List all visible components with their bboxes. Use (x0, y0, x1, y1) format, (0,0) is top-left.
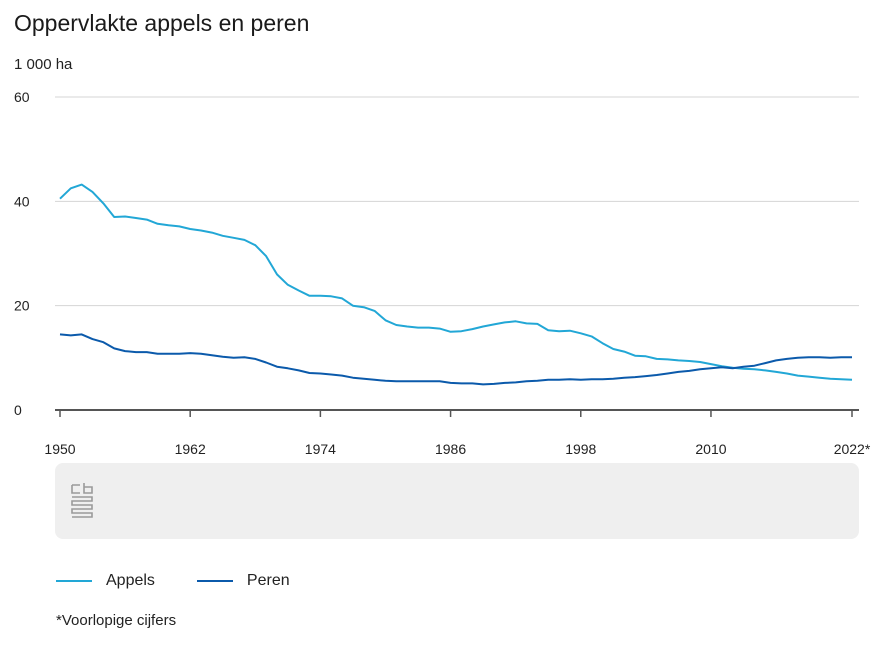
x-ticks: 1950 1962 1974 1986 1998 2010 2022* (44, 410, 871, 457)
legend-swatch-appels (56, 580, 92, 582)
x-tick-label: 1998 (565, 441, 596, 457)
legend: Appels Peren (56, 572, 332, 590)
y-tick-label: 20 (14, 298, 30, 314)
x-tick-label: 2010 (695, 441, 726, 457)
y-tick-labels: 0 20 40 60 (14, 89, 30, 418)
line-chart: 0 20 40 60 1950 1962 1974 1986 1998 2010 2022* (14, 89, 871, 539)
legend-label-peren: Peren (246, 572, 290, 589)
cbs-logo-icon (71, 483, 93, 518)
series-line-peren (59, 333, 852, 386)
legend-item-appels: Appels (56, 572, 155, 590)
grid-lines (55, 96, 859, 307)
legend-swatch-peren (196, 580, 233, 582)
y-axis-unit-label: 1 000 ha (14, 56, 73, 73)
logo-panel (55, 463, 859, 539)
series-lines (59, 183, 853, 386)
y-tick-label: 0 (14, 402, 22, 418)
x-tick-label: 2022* (834, 441, 871, 457)
y-tick-label: 60 (14, 89, 30, 105)
legend-item-peren: Peren (196, 572, 290, 590)
legend-label-appels: Appels (106, 572, 155, 589)
series-line-appels (59, 183, 853, 381)
x-tick-label: 1962 (175, 441, 206, 457)
x-tick-label: 1986 (435, 441, 466, 457)
y-tick-label: 40 (14, 193, 30, 209)
footnote: *Voorlopige cijfers (56, 612, 177, 629)
x-tick-label: 1950 (44, 441, 75, 457)
x-tick-label: 1974 (305, 441, 336, 457)
chart-title: Oppervlakte appels en peren (14, 10, 310, 36)
